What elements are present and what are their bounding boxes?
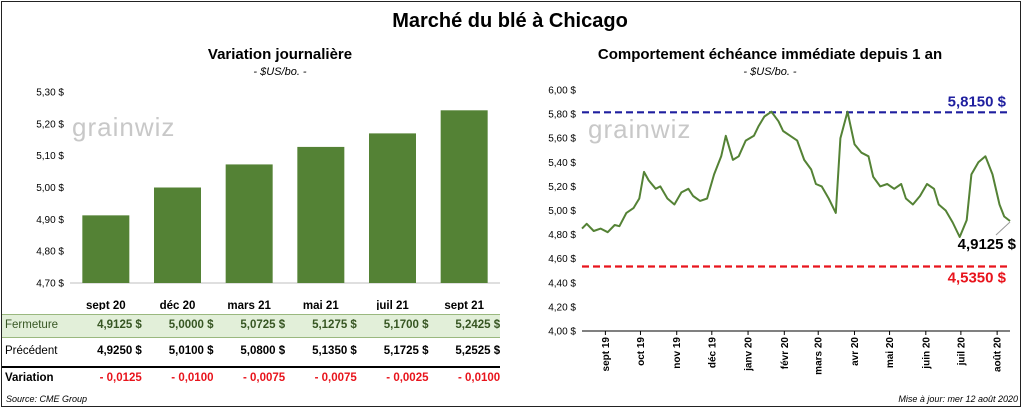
y-tick-label: 5,20 $ [548,182,576,193]
y-tick-label: 4,80 $ [36,247,64,258]
y-tick-label: 5,00 $ [548,206,576,217]
table-cell: 5,0800 $ [240,345,286,357]
bar [297,146,345,283]
table-cell: 4,9125 $ [97,319,142,331]
update-note: Mise à jour: mer 12 août 2020 [898,394,1018,404]
left-panel-subtitle: - $US/bo. - [253,66,307,78]
y-tick-label: 5,80 $ [548,110,576,121]
table-cell: 5,1725 $ [383,345,429,357]
table-cell: 5,0725 $ [240,319,286,331]
table-cell: 5,0100 $ [168,345,214,357]
x-tick-label: juin 20 [921,337,932,370]
variation-label: Variation [5,372,54,384]
table-cell: - 0,0100 [457,372,501,384]
table-cell: 4,9250 $ [97,345,142,357]
x-category-label: sept 21 [444,300,484,310]
x-category-label: sept 20 [86,300,126,310]
fermeture-row: Fermeture 4,9125 $ 5,0000 $ 5,0725 $ 5,1275… [2,314,500,338]
right-watermark: grainwiz [588,114,692,144]
table-cell: 5,0000 $ [168,319,214,331]
x-tick-label: mai 20 [885,337,896,369]
precedent-row: Précédent 4,9250 $ 5,0100 $ 5,0800 $ 5,1350… [2,341,500,363]
table-divider [2,366,500,368]
bar [225,164,273,283]
x-tick-label: févr 20 [780,337,791,370]
right-panel-subtitle: - $US/bo. - [743,66,797,78]
bar [154,187,201,283]
y-tick-label: 5,00 $ [36,183,64,194]
table-cell: 5,2425 $ [455,319,501,331]
left-watermark: grainwiz [72,112,176,142]
y-tick-label: 4,70 $ [36,279,64,290]
table-cell: - 0,0100 [171,372,214,384]
table-cell: - 0,0075 [242,372,286,384]
table-cell: 5,2525 $ [455,345,501,357]
precedent-label: Précédent [5,345,58,357]
variation-row: Variation - 0,0125 - 0,0100 - 0,0075 - 0,00… [2,368,500,390]
x-category-label: juil 21 [375,300,409,310]
x-tick-label: avr 20 [850,337,861,366]
table-cell: - 0,0125 [99,372,142,384]
x-tick-label: juil 20 [956,337,967,367]
bar [440,110,488,283]
x-category-label: mars 21 [227,300,271,310]
x-tick-label: nov 19 [672,337,683,369]
y-tick-label: 4,80 $ [548,230,576,241]
y-tick-label: 4,40 $ [548,278,576,289]
x-tick-label: janv 20 [744,337,755,372]
table-cell: 5,1350 $ [312,345,357,357]
y-tick-label: 5,20 $ [36,119,64,130]
y-tick-label: 4,00 $ [548,327,576,338]
bar-chart: 4,70 $ 4,80 $ 4,90 $ 5,00 $ 5,10 $ 5,20 $ 5,30… [36,88,500,310]
y-tick-label: 4,20 $ [548,302,576,313]
right-panel-title: Comportement échéance immédiate depuis 1… [597,46,943,63]
y-tick-label: 5,60 $ [548,134,576,145]
x-tick-label: déc 19 [707,337,718,369]
price-series-line [581,110,1011,238]
y-tick-label: 5,10 $ [36,151,64,162]
y-tick-label: 6,00 $ [548,86,576,97]
table-cell: 5,1275 $ [312,319,357,331]
x-tick-label: août 20 [993,337,1004,372]
x-tick-label: mars 20 [814,337,825,375]
y-tick-label: 4,90 $ [36,215,64,226]
bar [369,133,416,283]
last-value-leader [995,221,1011,236]
bar [82,215,130,283]
main-title: Marché du blé à Chicago [392,10,628,32]
x-category-label: mai 21 [303,300,339,310]
high-reference-label: 5,8150 $ [948,93,1007,110]
table-cell: 5,1700 $ [383,319,429,331]
y-tick-label: 5,40 $ [548,158,576,169]
x-tick-label: sept 19 [601,337,612,372]
x-category-label: déc 20 [160,300,196,310]
line-chart: 4,00 $ 4,20 $ 4,40 $ 4,60 $ 4,80 $ 5,00 $ 5,20… [548,86,1017,375]
source-note: Source: CME Group [6,394,88,404]
last-value-label: 4,9125 $ [958,236,1017,253]
y-tick-label: 5,30 $ [36,88,64,99]
left-panel-title: Variation journalière [207,46,353,63]
fermeture-label: Fermeture [5,319,59,331]
x-tick-label: oct 19 [636,337,647,366]
low-reference-label: 4,5350 $ [948,270,1007,287]
y-tick-label: 4,60 $ [548,254,576,265]
table-cell: - 0,0075 [314,372,357,384]
table-cell: - 0,0025 [386,372,429,384]
